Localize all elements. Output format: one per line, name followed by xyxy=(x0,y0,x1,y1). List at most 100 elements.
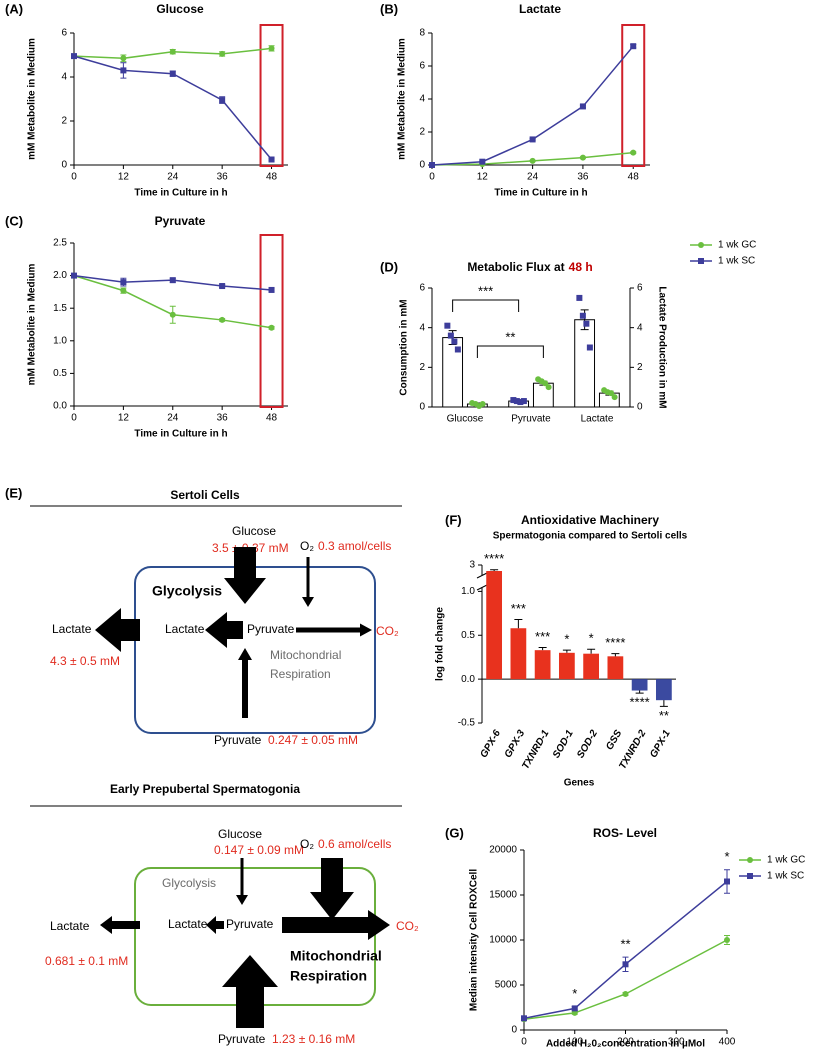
marker xyxy=(608,390,615,397)
arrow xyxy=(224,547,266,604)
marker xyxy=(579,103,586,110)
x-tick-label: SOD-2 xyxy=(575,728,600,760)
y-axis-label: mM Metabolite in Medium xyxy=(27,38,38,160)
x-tick-label: 400 xyxy=(719,1037,736,1048)
error-bar xyxy=(587,648,596,654)
axis-break xyxy=(476,572,488,591)
panel-label: (A) xyxy=(5,1,23,16)
label: Mitochondrial xyxy=(290,948,382,964)
value: 0.147 ± 0.09 mM xyxy=(214,843,304,857)
marker xyxy=(71,272,77,279)
x-tick-label: 24 xyxy=(167,172,179,183)
label: Lactate xyxy=(168,917,208,931)
x-tick-label: 36 xyxy=(217,413,229,424)
x-tick-label: Lactate xyxy=(581,414,614,425)
value: 0.3 amol/cells xyxy=(318,539,391,553)
marker xyxy=(71,53,77,60)
bar xyxy=(558,652,575,680)
value: 0.681 ± 0.1 mM xyxy=(45,954,128,968)
y-tick-label: 6 xyxy=(637,283,643,294)
bar xyxy=(534,650,551,680)
significance: * xyxy=(724,849,729,864)
error-bar xyxy=(659,700,668,707)
significance: *** xyxy=(535,629,550,644)
x-tick-label: 36 xyxy=(577,172,589,183)
marker xyxy=(510,397,517,404)
legend-marker xyxy=(698,258,704,264)
x-tick-label: 12 xyxy=(118,413,130,424)
label: Glucose xyxy=(232,524,276,538)
error-bar xyxy=(611,653,620,657)
marker xyxy=(120,67,127,74)
x-tick-label: Glucose xyxy=(447,414,484,425)
y-tick-label: 0 xyxy=(419,402,425,413)
marker xyxy=(579,312,586,319)
marker xyxy=(579,154,586,161)
x-tick-label: 0 xyxy=(429,172,435,183)
y-tick-label: 2 xyxy=(61,116,67,127)
y-tick-label: 2 xyxy=(637,362,643,373)
y-tick-label: 1.0 xyxy=(461,586,475,597)
marker xyxy=(479,158,486,165)
x-tick-label: 48 xyxy=(628,172,640,183)
section-title: Early Prepubertal Spermatogonia xyxy=(110,782,300,796)
bar xyxy=(510,628,527,680)
arrow xyxy=(238,648,252,718)
y-tick-label: 0.5 xyxy=(53,368,67,379)
y-tick-label: 20000 xyxy=(489,845,517,856)
marker xyxy=(542,380,549,387)
label: Pyruvate xyxy=(226,917,274,931)
legend-label: 1 wk GC xyxy=(718,240,756,251)
x-tick-label: 48 xyxy=(266,172,278,183)
error-bar xyxy=(562,649,571,653)
marker xyxy=(576,294,583,301)
chart-title: Lactate xyxy=(519,2,561,16)
marker xyxy=(611,394,618,401)
y-tick-label: 4 xyxy=(637,322,643,333)
x-axis-label: Genes xyxy=(564,778,595,789)
marker xyxy=(268,324,275,331)
significance: * xyxy=(564,632,569,647)
y-tick-label: 0 xyxy=(61,160,67,171)
significance: ** xyxy=(505,329,515,344)
x-tick-label: SOD-1 xyxy=(551,728,576,760)
series-line xyxy=(523,880,728,1020)
x-axis-label: Time in Culture in h xyxy=(134,429,227,440)
marker xyxy=(529,157,536,164)
y-axis-label: mM Metabolite in Medium xyxy=(397,38,408,160)
legend-label: 1 wk GC xyxy=(767,855,805,866)
x-axis-label: Time in Culture in h xyxy=(134,188,227,199)
value: 1.23 ± 0.16 mM xyxy=(272,1032,355,1046)
marker xyxy=(444,322,451,329)
y-tick-label: 1.0 xyxy=(53,335,67,346)
marker xyxy=(219,316,226,323)
marker xyxy=(219,50,226,57)
x-tick-label: GPX-6 xyxy=(478,728,503,760)
panel-label: (D) xyxy=(380,259,398,274)
label: Lactate xyxy=(52,622,92,636)
marker xyxy=(521,1015,527,1022)
bar xyxy=(486,571,503,680)
x-axis-label: Time in Culture in h xyxy=(494,188,587,199)
y-tick-label: 1.5 xyxy=(53,303,67,314)
y2-axis-label: Lactate Production in mM xyxy=(656,286,667,408)
marker xyxy=(622,961,629,968)
series-line xyxy=(523,939,728,1020)
panel-label: (B) xyxy=(380,1,398,16)
y-tick-label: 2.5 xyxy=(53,238,67,249)
y-tick-label: 0 xyxy=(419,160,425,171)
error-bar xyxy=(538,647,547,651)
y-tick-label: 8 xyxy=(419,28,425,39)
label: Pyruvate xyxy=(214,733,262,747)
x-tick-label: 0 xyxy=(71,172,77,183)
x-tick-label: Pyruvate xyxy=(511,414,551,425)
y-tick-label: 6 xyxy=(61,28,67,39)
label: O₂ xyxy=(300,539,314,553)
significance: ** xyxy=(620,937,630,952)
marker xyxy=(429,162,435,168)
y-tick-label: 3 xyxy=(469,560,475,571)
legend-marker xyxy=(747,873,753,879)
label: Mitochondrial xyxy=(270,648,341,662)
x-tick-label: 0 xyxy=(521,1037,527,1048)
